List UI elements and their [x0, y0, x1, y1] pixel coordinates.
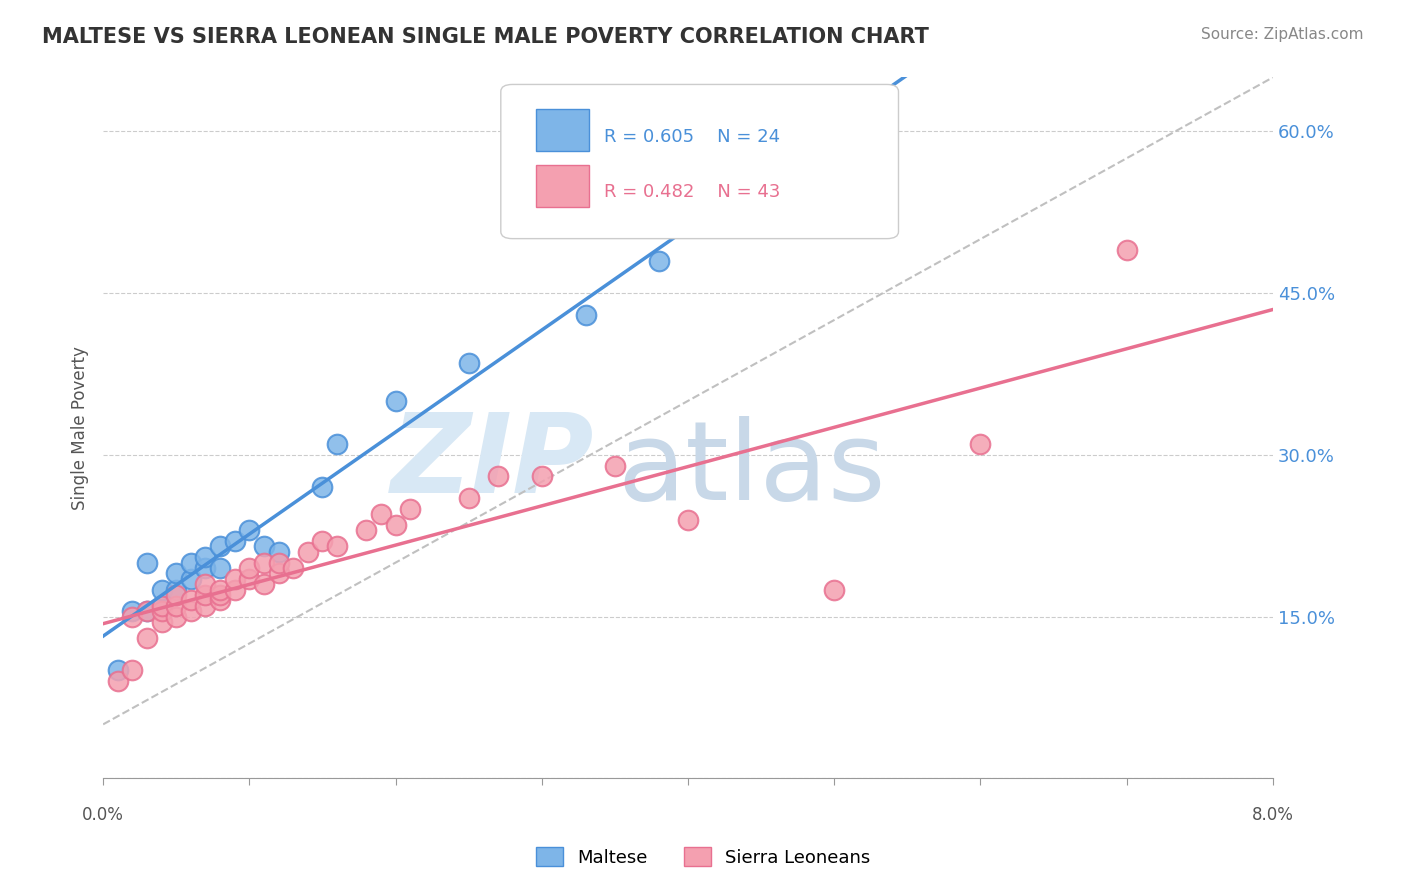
Point — [267, 566, 290, 581]
Point — [150, 604, 173, 618]
Point — [356, 523, 378, 537]
Point — [165, 609, 187, 624]
FancyBboxPatch shape — [501, 85, 898, 239]
Point — [311, 534, 333, 549]
FancyBboxPatch shape — [536, 109, 589, 151]
Point — [136, 604, 159, 618]
Point — [457, 491, 479, 505]
Point — [209, 561, 232, 575]
Point — [180, 556, 202, 570]
Point — [107, 674, 129, 689]
Point — [253, 556, 276, 570]
Point — [194, 577, 217, 591]
Point — [194, 599, 217, 613]
Point — [224, 582, 246, 597]
Point — [180, 572, 202, 586]
Point — [486, 469, 509, 483]
Point — [238, 523, 260, 537]
Point — [165, 566, 187, 581]
Point — [150, 615, 173, 629]
Point — [209, 582, 232, 597]
Point — [253, 577, 276, 591]
Point — [150, 582, 173, 597]
Point — [224, 572, 246, 586]
Y-axis label: Single Male Poverty: Single Male Poverty — [72, 346, 89, 510]
Point — [575, 308, 598, 322]
Point — [121, 664, 143, 678]
Text: 8.0%: 8.0% — [1251, 806, 1294, 824]
Point — [194, 588, 217, 602]
Point — [603, 458, 626, 473]
Point — [209, 593, 232, 607]
Point — [297, 545, 319, 559]
Text: R = 0.482    N = 43: R = 0.482 N = 43 — [603, 183, 780, 201]
Point — [647, 253, 669, 268]
Point — [370, 507, 392, 521]
Point — [180, 593, 202, 607]
Point — [253, 540, 276, 554]
Point — [150, 599, 173, 613]
Point — [209, 588, 232, 602]
Point — [136, 556, 159, 570]
Point — [150, 599, 173, 613]
Point — [136, 631, 159, 645]
Point — [530, 469, 553, 483]
Point — [326, 437, 349, 451]
Point — [823, 582, 845, 597]
Point — [1115, 243, 1137, 257]
Point — [209, 540, 232, 554]
Point — [224, 534, 246, 549]
Point — [384, 393, 406, 408]
Point — [107, 664, 129, 678]
Text: ZIP: ZIP — [391, 409, 595, 516]
Text: R = 0.605    N = 24: R = 0.605 N = 24 — [603, 128, 780, 146]
Point — [194, 550, 217, 565]
Text: atlas: atlas — [617, 417, 886, 524]
Text: MALTESE VS SIERRA LEONEAN SINGLE MALE POVERTY CORRELATION CHART: MALTESE VS SIERRA LEONEAN SINGLE MALE PO… — [42, 27, 929, 46]
Point — [121, 609, 143, 624]
Point — [283, 561, 305, 575]
Point — [238, 561, 260, 575]
Point — [457, 356, 479, 370]
Point — [267, 545, 290, 559]
Point — [121, 604, 143, 618]
Text: Source: ZipAtlas.com: Source: ZipAtlas.com — [1201, 27, 1364, 42]
FancyBboxPatch shape — [536, 165, 589, 207]
Point — [267, 556, 290, 570]
Point — [165, 588, 187, 602]
Point — [399, 501, 422, 516]
Point — [194, 561, 217, 575]
Point — [180, 604, 202, 618]
Text: 0.0%: 0.0% — [82, 806, 124, 824]
Point — [136, 604, 159, 618]
Point — [165, 599, 187, 613]
Point — [676, 512, 699, 526]
Point — [238, 572, 260, 586]
Legend: Maltese, Sierra Leoneans: Maltese, Sierra Leoneans — [529, 840, 877, 874]
Point — [311, 480, 333, 494]
Point — [165, 582, 187, 597]
Point — [969, 437, 991, 451]
Point — [326, 540, 349, 554]
Point — [384, 517, 406, 532]
